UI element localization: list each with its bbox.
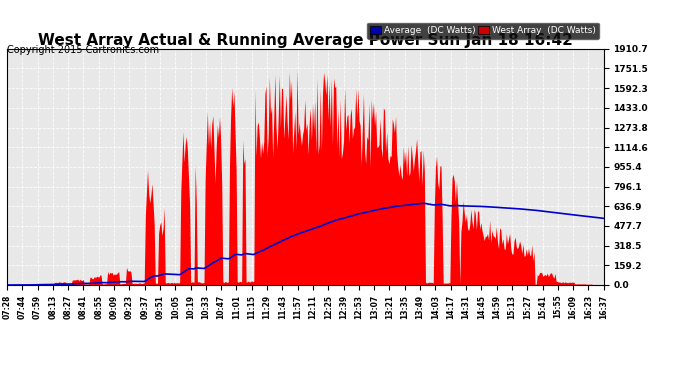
Legend: Average  (DC Watts), West Array  (DC Watts): Average (DC Watts), West Array (DC Watts… [366,22,599,39]
Title: West Array Actual & Running Average Power Sun Jan 18 16:42: West Array Actual & Running Average Powe… [38,33,573,48]
Text: Copyright 2015 Cartronics.com: Copyright 2015 Cartronics.com [7,45,159,55]
